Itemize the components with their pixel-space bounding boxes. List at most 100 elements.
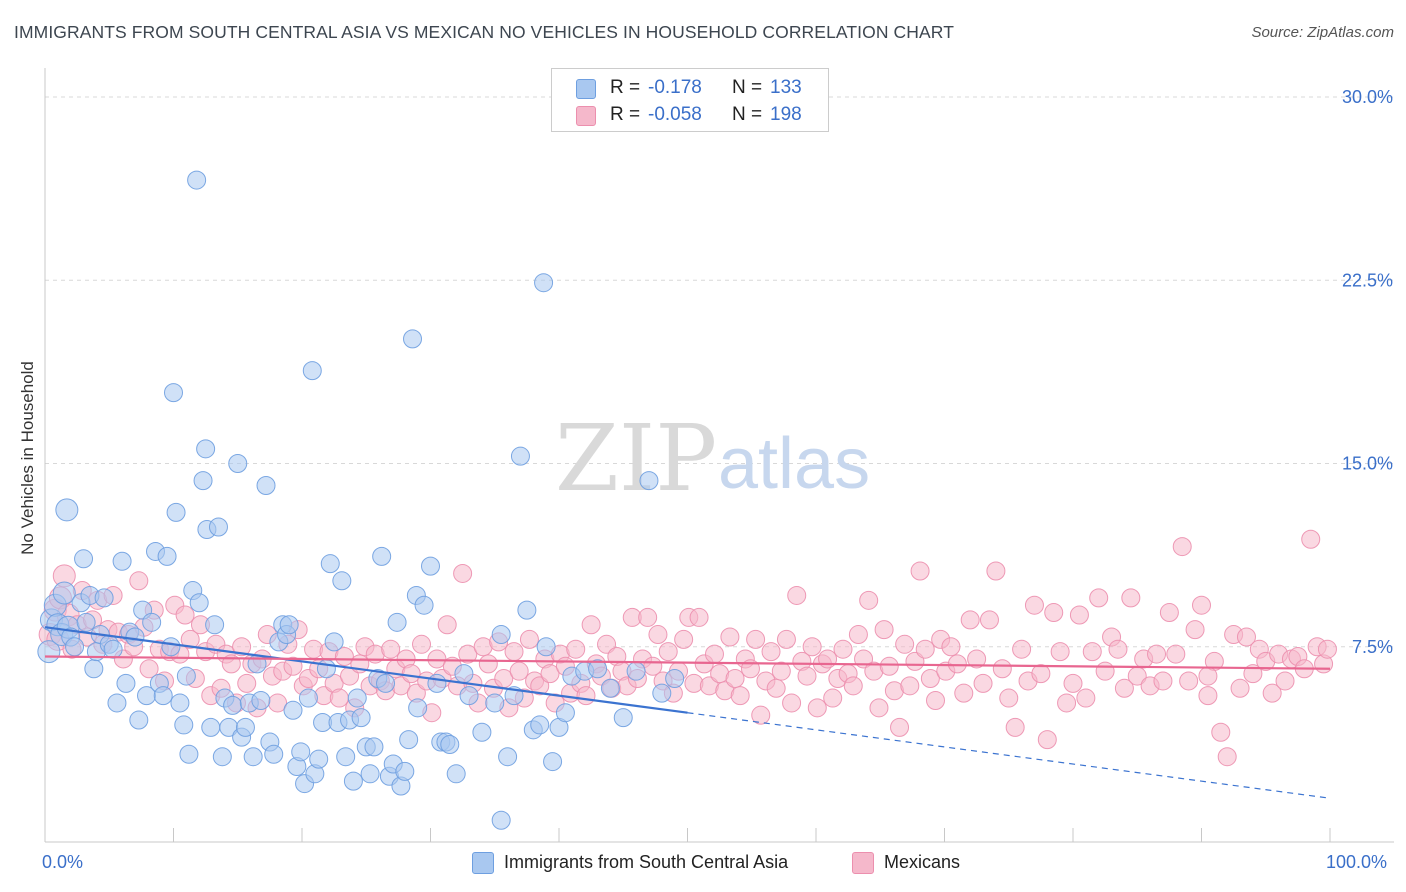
data-point xyxy=(588,659,608,679)
data-point xyxy=(581,615,601,635)
data-point xyxy=(879,656,899,676)
data-point xyxy=(746,629,766,649)
data-point xyxy=(427,649,447,669)
data-point xyxy=(823,688,843,708)
data-point xyxy=(766,678,786,698)
data-point xyxy=(566,639,586,659)
data-point xyxy=(530,676,550,696)
data-point xyxy=(279,615,299,635)
data-point xyxy=(600,678,620,698)
legend-r-label: R = xyxy=(610,104,641,125)
data-point xyxy=(999,688,1019,708)
data-point xyxy=(536,637,556,657)
data-point xyxy=(116,673,136,693)
data-point xyxy=(180,629,200,649)
data-point xyxy=(237,673,257,693)
legend-n-value: 133 xyxy=(770,77,802,98)
legend-swatch-pink xyxy=(576,106,596,126)
data-point xyxy=(638,607,658,627)
data-point xyxy=(478,654,498,674)
data-point xyxy=(1063,673,1083,693)
bottom-legend-series1: Immigrants from South Central Asia xyxy=(472,852,788,875)
data-point xyxy=(1082,642,1102,662)
data-point xyxy=(689,607,709,627)
data-point xyxy=(1114,678,1134,698)
data-point xyxy=(235,717,255,737)
y-tick-label: 22.5% xyxy=(1342,270,1393,290)
y-tick-label: 15.0% xyxy=(1342,454,1393,474)
data-point xyxy=(208,517,228,537)
data-point xyxy=(597,634,617,654)
data-point xyxy=(986,561,1006,581)
bottom-legend-series2: Mexicans xyxy=(852,852,961,875)
data-point xyxy=(1236,627,1256,647)
data-point xyxy=(201,717,221,737)
data-point xyxy=(453,563,473,583)
source-label: Source: ZipAtlas.com xyxy=(1251,24,1394,41)
data-point xyxy=(613,708,633,728)
data-point xyxy=(142,612,162,632)
bottom-legend-label: Mexicans xyxy=(884,852,961,872)
data-point xyxy=(52,581,76,605)
x-max-label: 100.0% xyxy=(1326,852,1388,872)
trend-line-south-central-asia-extrapolated xyxy=(687,712,1331,799)
watermark-atlas: atlas xyxy=(718,424,870,504)
data-point xyxy=(376,673,396,693)
axes xyxy=(44,68,1394,843)
series-south-central-asia xyxy=(37,170,685,830)
data-point xyxy=(251,691,271,711)
data-point xyxy=(387,612,407,632)
data-point xyxy=(291,742,311,762)
x-min-label: 0.0% xyxy=(42,852,84,872)
data-point xyxy=(129,571,149,591)
y-tick-label: 30.0% xyxy=(1342,87,1393,107)
data-point xyxy=(797,666,817,686)
data-point xyxy=(351,708,371,728)
data-point xyxy=(1005,717,1025,737)
data-point xyxy=(1069,605,1089,625)
data-point xyxy=(243,747,263,767)
data-point xyxy=(519,629,539,649)
data-point xyxy=(954,683,974,703)
trend-lines xyxy=(44,626,1331,799)
data-point xyxy=(776,629,796,649)
data-point xyxy=(869,698,889,718)
data-point xyxy=(1172,537,1192,557)
data-point xyxy=(874,620,894,640)
data-point xyxy=(1044,603,1064,623)
data-point xyxy=(166,502,186,522)
data-point xyxy=(324,632,344,652)
data-point xyxy=(802,637,822,657)
data-point xyxy=(309,749,329,769)
data-point xyxy=(1211,722,1231,742)
data-point xyxy=(395,761,415,781)
data-point xyxy=(665,669,685,689)
legend-n-label: N = xyxy=(732,77,763,98)
data-point xyxy=(332,571,352,591)
data-point xyxy=(751,705,771,725)
data-point xyxy=(992,659,1012,679)
data-point xyxy=(910,561,930,581)
legend-r-value: -0.178 xyxy=(648,77,702,98)
data-point xyxy=(446,764,466,784)
data-point xyxy=(555,703,575,723)
data-point xyxy=(205,615,225,635)
data-point xyxy=(264,744,284,764)
data-point xyxy=(372,546,392,566)
data-point xyxy=(1108,639,1128,659)
data-point xyxy=(187,170,207,190)
data-point xyxy=(329,688,349,708)
data-point xyxy=(55,498,79,522)
data-point xyxy=(498,747,518,767)
bottom-legend-swatch-blue xyxy=(472,852,494,875)
data-point xyxy=(139,659,159,679)
data-point xyxy=(401,664,421,684)
data-point xyxy=(534,273,554,293)
data-point xyxy=(334,647,354,667)
data-point xyxy=(360,764,380,784)
data-point xyxy=(941,637,961,657)
data-point xyxy=(674,629,694,649)
data-point xyxy=(170,693,190,713)
data-point xyxy=(1166,644,1186,664)
